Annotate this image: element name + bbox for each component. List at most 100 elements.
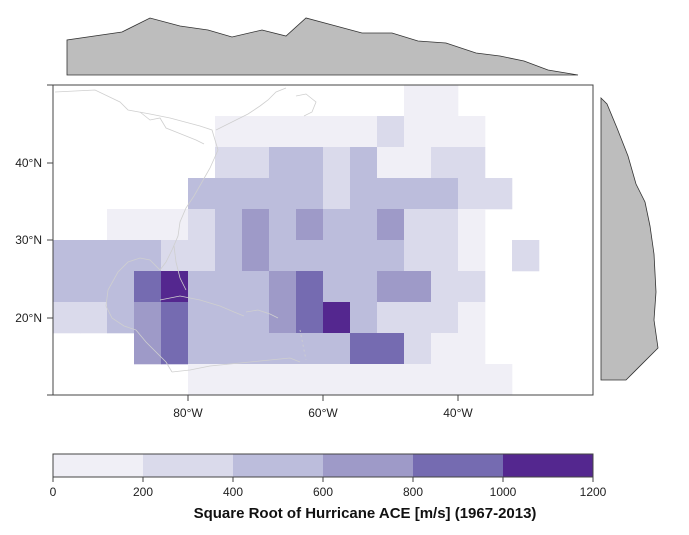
density-cell <box>377 302 405 334</box>
density-cell <box>80 302 108 334</box>
density-cell <box>350 333 378 365</box>
density-cell <box>188 271 216 303</box>
density-cell <box>350 302 378 334</box>
density-cell <box>242 271 270 303</box>
y-tick-label: 20°N <box>15 311 42 325</box>
density-cell <box>458 147 486 179</box>
density-cell <box>107 271 135 303</box>
colorbar-tick-label: 600 <box>313 485 333 499</box>
density-cell <box>269 116 297 148</box>
density-cell <box>404 364 432 396</box>
y-tick-label: 40°N <box>15 156 42 170</box>
density-cell <box>215 209 243 241</box>
density-cell <box>53 240 81 272</box>
colorbar-swatches <box>53 454 594 477</box>
density-cell <box>404 271 432 303</box>
density-cell <box>242 209 270 241</box>
density-cell <box>377 333 405 365</box>
density-cell <box>80 240 108 272</box>
colorbar-title: Square Root of Hurricane ACE [m/s] (1967… <box>194 505 537 522</box>
x-tick-label: 60°W <box>308 406 338 420</box>
density-cell <box>323 333 351 365</box>
density-cell <box>350 271 378 303</box>
density-cell <box>350 240 378 272</box>
density-cell <box>296 364 324 396</box>
density-cell <box>377 364 405 396</box>
density-cell <box>377 116 405 148</box>
density-cell <box>269 147 297 179</box>
density-cell <box>215 178 243 210</box>
density-cell <box>242 178 270 210</box>
florida-peninsula <box>173 245 187 291</box>
y-tick-label: 30°N <box>15 233 42 247</box>
coastlines <box>54 87 317 373</box>
south-american-coast <box>171 357 301 373</box>
density-cell <box>188 364 216 396</box>
density-cell <box>458 333 486 365</box>
density-cell <box>431 271 459 303</box>
top-marginal-histogram <box>66 17 579 76</box>
density-cell <box>107 302 135 334</box>
density-cell <box>296 302 324 334</box>
density-cell <box>458 271 486 303</box>
density-cell <box>161 302 189 334</box>
density-cell <box>485 364 513 396</box>
density-cell <box>458 178 486 210</box>
density-cell <box>404 178 432 210</box>
density-cell <box>269 240 297 272</box>
density-cell <box>404 147 432 179</box>
density-cell <box>431 209 459 241</box>
density-cell <box>404 209 432 241</box>
density-cell <box>377 271 405 303</box>
density-cell <box>350 178 378 210</box>
colorbar-swatch <box>323 454 414 477</box>
density-cell <box>134 302 162 334</box>
density-cell <box>269 178 297 210</box>
density-cell <box>134 271 162 303</box>
density-cell <box>296 209 324 241</box>
density-cell <box>404 85 432 117</box>
density-cell <box>296 271 324 303</box>
density-cell <box>215 302 243 334</box>
density-cell <box>296 147 324 179</box>
density-cell <box>512 240 540 272</box>
density-cell <box>53 302 81 334</box>
density-cell <box>161 240 189 272</box>
density-cell <box>188 240 216 272</box>
density-cell <box>107 240 135 272</box>
density-cell <box>404 240 432 272</box>
density-cell <box>377 209 405 241</box>
colorbar-swatch <box>503 454 594 477</box>
density-cell <box>431 178 459 210</box>
nova-scotia <box>215 87 287 131</box>
density-cell <box>242 240 270 272</box>
density-cell <box>323 209 351 241</box>
density-cell <box>242 364 270 396</box>
density-cell <box>296 333 324 365</box>
density-cell <box>458 240 486 272</box>
colorbar-tick-label: 800 <box>403 485 423 499</box>
density-cell <box>242 116 270 148</box>
axis-labels: 80°W 60°W 40°W 40°N 30°N 20°N <box>15 156 473 420</box>
density-cell <box>323 147 351 179</box>
density-cell <box>188 209 216 241</box>
x-tick-label: 80°W <box>173 406 203 420</box>
density-cell <box>323 302 351 334</box>
density-cell <box>242 333 270 365</box>
gulf-coast <box>105 257 161 331</box>
density-cell <box>323 116 351 148</box>
density-cell <box>431 116 459 148</box>
colorbar-tick-label: 0 <box>50 485 57 499</box>
density-cell <box>431 333 459 365</box>
density-cell <box>404 333 432 365</box>
density-cell <box>188 333 216 365</box>
density-cell <box>215 333 243 365</box>
density-cell <box>269 271 297 303</box>
density-cell <box>242 147 270 179</box>
density-cell <box>431 364 459 396</box>
density-cell <box>215 240 243 272</box>
cuba <box>159 295 245 317</box>
density-cell <box>215 364 243 396</box>
density-cell <box>161 209 189 241</box>
density-cell <box>404 116 432 148</box>
